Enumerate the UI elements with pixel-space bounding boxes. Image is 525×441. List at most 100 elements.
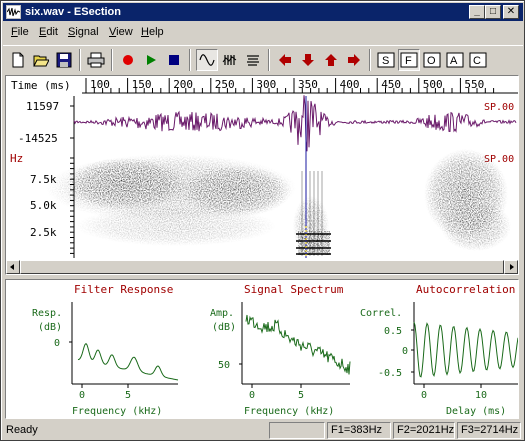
time-tick-label: 350 <box>298 78 318 91</box>
svg-text:F: F <box>405 55 412 67</box>
filter-ytick: 0 <box>54 338 60 349</box>
filter-ylabel: Resp. <box>32 308 62 319</box>
status-empty-cell <box>269 422 325 439</box>
spectrogram-channel-label: SP.00 <box>484 154 514 165</box>
time-tick-label: 250 <box>215 78 235 91</box>
new-file-icon[interactable] <box>7 49 29 71</box>
time-tick-label: 100 <box>90 78 110 91</box>
freq-tick-label: 2.5k <box>30 226 57 239</box>
spectrum-xlabel: Frequency (kHz) <box>244 406 334 417</box>
analysis-display: Filter Response Resp. (dB) 0 0 5 Frequen… <box>32 283 518 417</box>
signal-display-panel: Time (ms) 100 150 200 250 300 350 400 450 500 550… <box>5 75 519 275</box>
section-a-button[interactable]: A <box>444 49 466 71</box>
amplitude-max-label: 11597 <box>26 100 59 113</box>
menu-view[interactable]: View <box>109 26 133 38</box>
pitch-view-icon[interactable] <box>219 49 241 71</box>
horizontal-scrollbar[interactable] <box>6 260 518 274</box>
signal-spectrum-title: Signal Spectrum <box>244 283 344 296</box>
spectrogram-image <box>46 149 511 256</box>
analysis-panel: Filter Response Resp. (dB) 0 0 5 Frequen… <box>5 279 519 419</box>
toolbar-separator <box>189 49 191 71</box>
filter-xlabel: Frequency (kHz) <box>72 406 162 417</box>
toolbar: S F O A C <box>3 45 523 73</box>
waveform-trace <box>73 95 517 152</box>
time-tick-label: 550 <box>464 78 484 91</box>
scroll-left-button[interactable] <box>6 260 20 274</box>
waveform-view-icon[interactable] <box>196 49 218 71</box>
menu-signal[interactable]: Signal <box>68 26 99 38</box>
status-ready: Ready <box>6 424 38 436</box>
section-o-button[interactable]: O <box>421 49 443 71</box>
play-icon[interactable] <box>140 49 162 71</box>
open-folder-icon[interactable] <box>30 49 52 71</box>
section-f-button[interactable]: F <box>398 49 420 71</box>
time-tick-label: 150 <box>132 78 152 91</box>
status-f3: F3=2714Hz <box>457 422 521 439</box>
scroll-thumb[interactable] <box>20 260 504 274</box>
time-tick-label: 300 <box>256 78 276 91</box>
filter-xtick-5: 5 <box>125 390 131 401</box>
svg-text:S: S <box>382 55 389 67</box>
save-icon[interactable] <box>53 49 75 71</box>
arrow-right-icon[interactable] <box>343 49 365 71</box>
menu-file[interactable]: File <box>11 26 29 38</box>
arrow-down-icon[interactable] <box>297 49 319 71</box>
autocorr-xtick-10: 10 <box>475 390 487 401</box>
stop-icon[interactable] <box>163 49 185 71</box>
arrow-left-icon[interactable] <box>274 49 296 71</box>
autocorr-xlabel: Delay (ms) <box>446 406 506 417</box>
menu-help[interactable]: Help <box>141 26 164 38</box>
minimize-button[interactable]: _ <box>469 5 485 19</box>
time-tick-label: 500 <box>423 78 443 91</box>
autocorr-ylabel: Correl. <box>360 308 402 319</box>
spectrum-ylabel-unit: (dB) <box>212 322 236 333</box>
menu-bar: File Edit Signal View Help <box>3 23 523 42</box>
freq-tick-label: 5.0k <box>30 199 57 212</box>
section-s-button[interactable]: S <box>375 49 397 71</box>
maximize-button[interactable]: □ <box>485 5 501 19</box>
arrow-up-icon[interactable] <box>320 49 342 71</box>
filter-response-curve <box>77 342 179 381</box>
time-tick-label: 200 <box>173 78 193 91</box>
menu-edit[interactable]: Edit <box>39 26 58 38</box>
status-bar: Ready F1=383Hz F2=2021Hz F3=2714Hz <box>3 421 523 440</box>
spectrogram-unit-label: Hz <box>10 152 23 165</box>
autocorrelation-curve <box>413 321 518 378</box>
spectrum-ytick-50: 50 <box>218 360 230 371</box>
toolbar-separator <box>268 49 270 71</box>
svg-text:O: O <box>427 55 436 67</box>
autocorrelation-title: Autocorrelation <box>416 283 515 296</box>
status-f1: F1=383Hz <box>327 422 391 439</box>
svg-text:C: C <box>473 55 481 67</box>
spectrum-view-icon[interactable] <box>242 49 264 71</box>
autocorr-ytick-05: 0.5 <box>384 326 402 337</box>
autocorr-ytick-0: 0 <box>402 346 408 357</box>
time-axis-label: Time (ms) <box>11 79 71 92</box>
toolbar-separator <box>79 49 81 71</box>
autocorr-xtick-0: 0 <box>421 390 427 401</box>
waveform-channel-label: SP.00 <box>484 102 514 113</box>
signal-display[interactable]: Time (ms) 100 150 200 250 300 350 400 450 500 550… <box>6 76 518 260</box>
spectrum-xtick-5: 5 <box>298 390 304 401</box>
window-title: six.wav - ESection <box>25 6 121 18</box>
filter-xtick-0: 0 <box>79 390 85 401</box>
app-waveform-icon[interactable] <box>6 5 21 19</box>
print-icon[interactable] <box>85 49 107 71</box>
status-f2: F2=2021Hz <box>393 422 455 439</box>
spectrum-ylabel: Amp. <box>210 308 234 319</box>
svg-text:A: A <box>450 55 458 67</box>
filter-response-title: Filter Response <box>74 283 173 296</box>
toolbar-separator <box>111 49 113 71</box>
title-bar[interactable]: six.wav - ESection _ □ ✕ <box>3 3 523 21</box>
time-tick-label: 450 <box>381 78 401 91</box>
filter-ylabel-unit: (dB) <box>38 322 62 333</box>
toolbar-separator <box>369 49 371 71</box>
record-icon[interactable] <box>117 49 139 71</box>
spectrum-xtick-0: 0 <box>249 390 255 401</box>
close-button[interactable]: ✕ <box>503 5 519 19</box>
time-tick-label: 400 <box>340 78 360 91</box>
scroll-right-button[interactable] <box>504 260 518 274</box>
section-c-button[interactable]: C <box>467 49 489 71</box>
signal-spectrum-curve <box>245 314 351 375</box>
